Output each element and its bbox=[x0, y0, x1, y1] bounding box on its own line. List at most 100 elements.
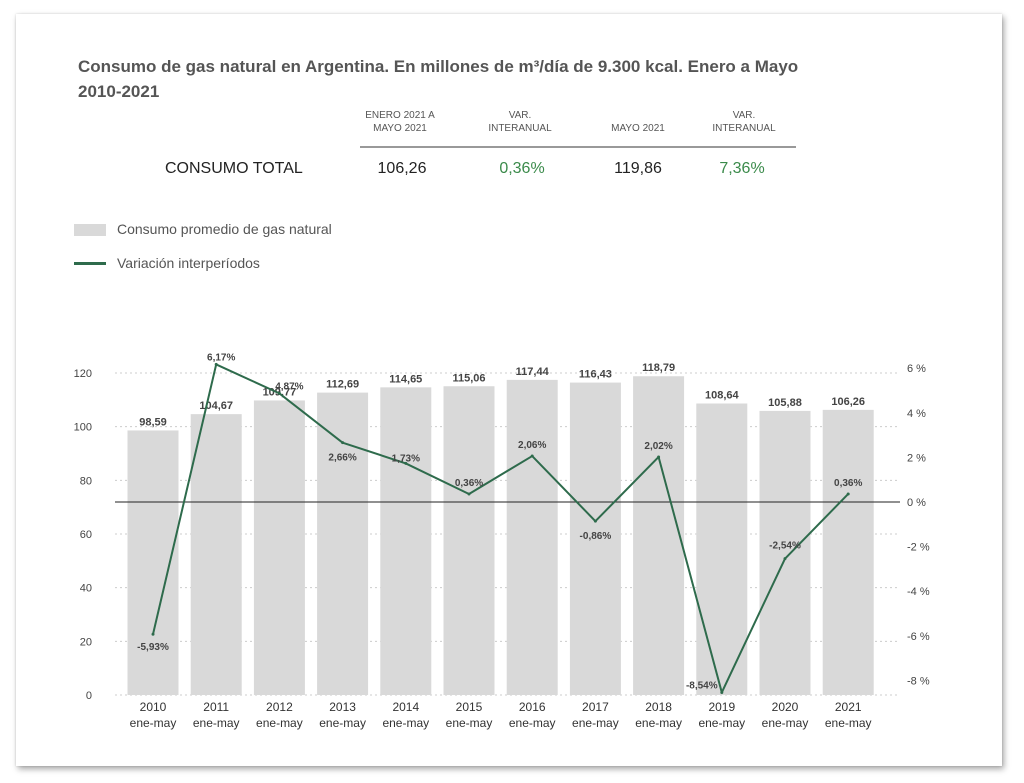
variation-line bbox=[152, 363, 849, 694]
header-var-1: VAR. INTERANUAL bbox=[478, 109, 562, 135]
bar-value-label: 98,59 bbox=[139, 416, 167, 428]
x-tick-label-period: ene-may bbox=[130, 716, 177, 730]
bar-value-label: 114,65 bbox=[389, 373, 422, 385]
x-tick-label-year: 2013 bbox=[329, 700, 356, 714]
chart-title: Consumo de gas natural en Argentina. En … bbox=[78, 57, 799, 101]
bar bbox=[253, 400, 305, 695]
line-point bbox=[846, 492, 850, 496]
bar-value-label: 112,69 bbox=[326, 379, 359, 391]
line-value-label: -8,54% bbox=[686, 680, 718, 691]
y-right-tick-label: -6 % bbox=[907, 631, 930, 643]
line-point bbox=[404, 461, 408, 465]
line-point bbox=[341, 441, 345, 445]
line-value-label: 0,36% bbox=[455, 478, 483, 489]
legend-bar-swatch bbox=[74, 224, 106, 236]
x-tick-label-year: 2020 bbox=[772, 700, 799, 714]
y-left-tick-label: 80 bbox=[80, 475, 92, 487]
header-rule bbox=[360, 146, 796, 148]
line-value-label: -0,86% bbox=[580, 531, 612, 542]
line-point bbox=[151, 632, 155, 636]
y-right-tick-label: 2 % bbox=[907, 452, 926, 464]
x-tick-label-period: ene-may bbox=[446, 716, 493, 730]
x-tick-label-year: 2016 bbox=[519, 700, 546, 714]
bar-value-label: 108,64 bbox=[705, 389, 740, 401]
bar-value-label: 118,79 bbox=[642, 362, 675, 374]
x-tick-label-period: ene-may bbox=[825, 716, 872, 730]
bar bbox=[696, 403, 748, 695]
y-right-tick-label: -8 % bbox=[907, 675, 930, 687]
header-var-2: VAR. INTERANUAL bbox=[702, 109, 786, 135]
line-value-label: 2,02% bbox=[644, 441, 672, 452]
value-period: 106,26 bbox=[377, 160, 427, 177]
bar bbox=[633, 376, 685, 695]
y-right-tick-label: 6 % bbox=[907, 363, 926, 375]
x-tick-label-period: ene-may bbox=[256, 716, 303, 730]
x-tick-label-year: 2011 bbox=[203, 700, 229, 714]
bar-value-label: 117,44 bbox=[516, 366, 550, 378]
x-tick-label-year: 2018 bbox=[645, 700, 672, 714]
bar bbox=[569, 382, 621, 695]
value-month: 119,86 bbox=[614, 160, 662, 177]
y-left-tick-label: 60 bbox=[80, 529, 92, 541]
row-label: CONSUMO TOTAL bbox=[165, 160, 303, 177]
line-value-label: -5,93% bbox=[137, 642, 169, 653]
header-month-text: MAYO 2021 bbox=[611, 123, 665, 134]
bar-value-label: 105,88 bbox=[768, 397, 802, 409]
bar bbox=[443, 386, 495, 695]
x-tick-label-period: ene-may bbox=[635, 716, 682, 730]
x-tick-label-year: 2012 bbox=[266, 700, 293, 714]
value-var-1: 0,36% bbox=[499, 160, 545, 177]
header-month: MAYO 2021 bbox=[596, 122, 680, 135]
line-value-label: 0,36% bbox=[834, 478, 862, 489]
line-point bbox=[277, 391, 281, 395]
header-var-2-text: VAR. INTERANUAL bbox=[712, 110, 776, 134]
value-var-2: 7,36% bbox=[719, 160, 765, 177]
x-tick-label-year: 2015 bbox=[456, 700, 483, 714]
y-left-tick-label: 40 bbox=[80, 583, 92, 595]
line-point bbox=[530, 454, 534, 458]
line-value-label: 1,73% bbox=[392, 453, 420, 464]
x-tick-label-year: 2021 bbox=[835, 700, 862, 714]
legend-bar-label: Consumo promedio de gas natural bbox=[117, 221, 332, 237]
x-tick-label-period: ene-may bbox=[572, 716, 619, 730]
bar-value-label: 106,26 bbox=[831, 396, 865, 408]
y-right-tick-label: 0 % bbox=[907, 497, 926, 509]
line-point bbox=[467, 492, 471, 496]
bar-value-label: 116,43 bbox=[579, 369, 612, 381]
line-value-label: 6,17% bbox=[207, 352, 235, 363]
x-tick-label-period: ene-may bbox=[698, 716, 745, 730]
line-value-label: 2,66% bbox=[328, 453, 356, 464]
line-point bbox=[720, 690, 724, 694]
bar bbox=[506, 379, 558, 695]
legend-line-label: Variación interperíodos bbox=[117, 255, 260, 271]
x-tick-label-period: ene-may bbox=[319, 716, 366, 730]
bar bbox=[822, 409, 874, 695]
x-tick-label-year: 2010 bbox=[140, 700, 167, 714]
line-point bbox=[657, 455, 661, 459]
y-left-tick-label: 0 bbox=[86, 690, 92, 702]
x-tick-label-period: ene-may bbox=[382, 716, 429, 730]
x-tick-label-year: 2017 bbox=[582, 700, 609, 714]
x-tick-label-period: ene-may bbox=[509, 716, 556, 730]
y-left-tick-label: 20 bbox=[80, 636, 92, 648]
y-right-tick-label: 4 % bbox=[907, 408, 926, 420]
header-period: ENERO 2021 A MAYO 2021 bbox=[358, 109, 442, 135]
x-tick-label-period: ene-may bbox=[762, 716, 809, 730]
bar bbox=[317, 392, 369, 695]
y-left-tick-label: 120 bbox=[74, 368, 92, 380]
bar bbox=[127, 430, 179, 695]
y-right-tick-label: -4 % bbox=[907, 586, 930, 598]
bar bbox=[759, 410, 811, 695]
x-tick-label-year: 2014 bbox=[392, 700, 419, 714]
bar bbox=[380, 387, 432, 695]
bar-value-label: 115,06 bbox=[452, 372, 485, 384]
line-point bbox=[214, 362, 218, 366]
line-value-label: 2,06% bbox=[518, 440, 546, 451]
y-left-tick-label: 100 bbox=[74, 422, 92, 434]
bar bbox=[190, 414, 242, 695]
y-right-tick-label: -2 % bbox=[907, 542, 930, 554]
legend-line-swatch bbox=[74, 262, 106, 265]
line-value-label: 4,87% bbox=[275, 381, 303, 392]
header-var-1-text: VAR. INTERANUAL bbox=[488, 110, 552, 134]
